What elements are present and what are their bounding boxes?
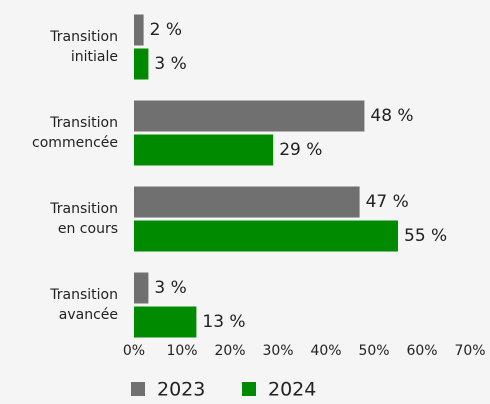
x-tick-label: 40% bbox=[310, 343, 341, 359]
value-label: 47 % bbox=[366, 192, 409, 212]
bar bbox=[134, 186, 360, 218]
bar bbox=[134, 272, 149, 304]
category-label: Transition initiale bbox=[50, 29, 118, 65]
bar bbox=[134, 100, 365, 132]
x-tick-label: 50% bbox=[358, 343, 389, 359]
bar bbox=[134, 48, 149, 80]
x-tick-label: 30% bbox=[262, 343, 293, 359]
value-label: 29 % bbox=[279, 140, 322, 160]
x-tick-label: 0% bbox=[123, 343, 145, 359]
bar bbox=[134, 220, 398, 252]
category-label: Transition avancée bbox=[50, 287, 118, 323]
value-label: 13 % bbox=[202, 312, 245, 332]
value-label: 3 % bbox=[154, 54, 186, 74]
legend-label: 2024 bbox=[268, 379, 316, 401]
x-tick-label: 10% bbox=[166, 343, 197, 359]
value-label: 48 % bbox=[370, 106, 413, 126]
x-tick-label: 60% bbox=[406, 343, 437, 359]
legend-swatch bbox=[242, 382, 256, 396]
x-tick-label: 20% bbox=[214, 343, 245, 359]
bar bbox=[134, 306, 197, 338]
legend-swatch bbox=[131, 382, 145, 396]
x-tick-label: 70% bbox=[454, 343, 485, 359]
bar bbox=[134, 14, 144, 46]
value-label: 2 % bbox=[150, 20, 182, 40]
bar bbox=[134, 134, 274, 166]
legend-label: 2023 bbox=[157, 379, 205, 401]
value-label: 55 % bbox=[404, 226, 447, 246]
category-label: Transition en cours bbox=[50, 201, 118, 237]
value-label: 3 % bbox=[154, 278, 186, 298]
category-label: Transition commencée bbox=[32, 115, 118, 151]
